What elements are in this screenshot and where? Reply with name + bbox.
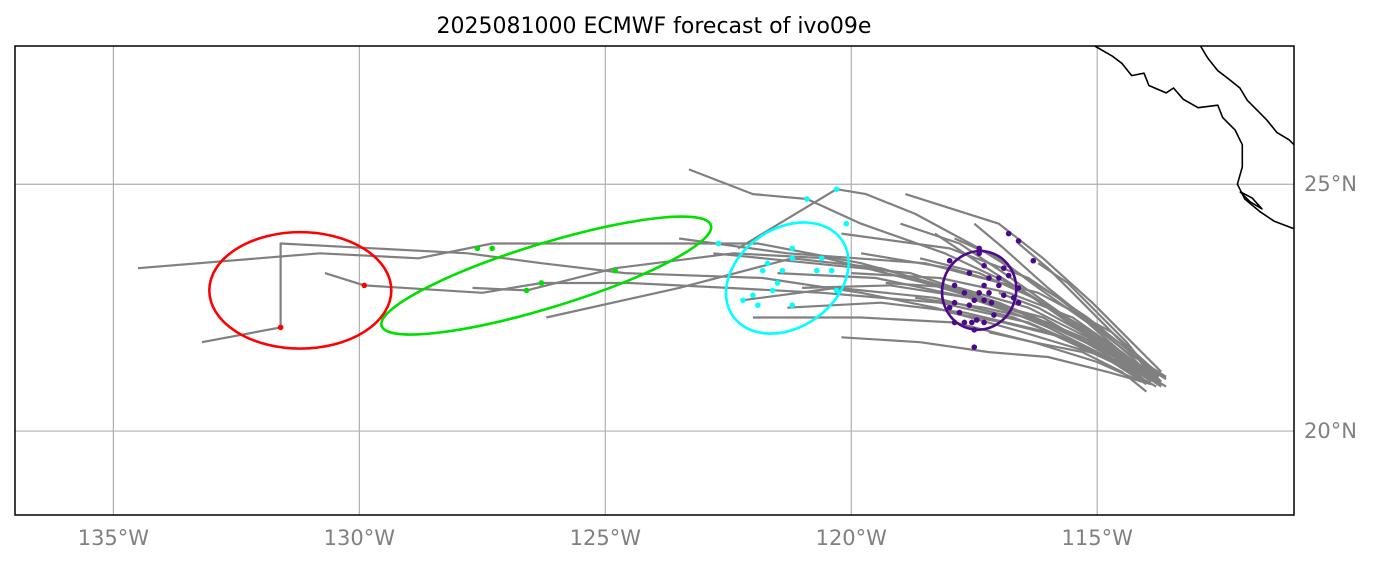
forecast-position-point: [973, 317, 980, 323]
forecast-position-point: [1015, 299, 1022, 306]
ensemble-track: [905, 193, 1162, 373]
ensemble-track: [949, 311, 1147, 386]
forecast-position-point: [833, 287, 840, 294]
forecast-position-point: [971, 327, 978, 333]
ensemble-track: [1037, 262, 1167, 381]
forecast-position-point: [818, 255, 825, 262]
forecast-position-point: [996, 275, 1002, 281]
forecast-position-point: [789, 245, 796, 252]
ensemble-tracks: [137, 168, 1167, 393]
forecast-position-point: [750, 292, 756, 299]
spread-ellipse: [724, 221, 850, 335]
forecast-position-point: [971, 297, 978, 304]
forecast-position-point: [1000, 265, 1007, 271]
y-tick-label: 25°N: [1304, 172, 1357, 196]
x-tick-label: 135°W: [78, 526, 150, 550]
ensemble-positions: [208, 186, 1037, 350]
forecast-position-point: [523, 287, 530, 294]
forecast-position-point: [986, 275, 992, 281]
forecast-position-point: [779, 267, 786, 274]
forecast-position-point: [981, 262, 987, 269]
forecast-position-point: [971, 344, 978, 350]
forecast-position-point: [976, 245, 982, 252]
gridlines: [15, 46, 1294, 515]
ensemble-track: [802, 284, 1148, 383]
forecast-position-point: [789, 255, 796, 262]
ensemble-track: [688, 168, 1147, 373]
ensemble-track: [900, 222, 1148, 378]
forecast-position-point: [489, 245, 495, 252]
x-tick-label: 125°W: [570, 526, 642, 550]
forecast-position-point: [956, 309, 963, 316]
ensemble-track: [988, 331, 1148, 393]
forecast-position-point: [976, 250, 982, 257]
forecast-position-point: [996, 282, 1002, 289]
forecast-position-point: [946, 257, 953, 264]
forecast-position-point: [976, 290, 982, 296]
map-title: 2025081000 ECMWF forecast of ivo09e: [437, 14, 872, 39]
forecast-position-point: [986, 290, 992, 296]
spread-ellipse: [380, 215, 713, 336]
forecast-position-point: [474, 245, 481, 252]
ensemble-track: [742, 286, 1147, 383]
forecast-position-point: [612, 267, 618, 274]
forecast-position-point: [755, 302, 761, 308]
ensemble-track: [973, 222, 1153, 378]
forecast-position-point: [968, 319, 975, 326]
ensemble-track: [998, 291, 1148, 383]
x-axis-ticks: 135°W 130°W 125°W 120°W 115°W: [78, 526, 1133, 550]
coastline-segment: [1239, 190, 1263, 210]
forecast-position-point: [951, 319, 958, 326]
x-tick-label: 120°W: [816, 526, 888, 550]
forecast-position-point: [1030, 257, 1037, 264]
spread-ellipse: [208, 230, 393, 350]
forecast-position-point: [740, 297, 746, 304]
forecast-position-point: [1010, 294, 1017, 301]
forecast-position-point: [946, 304, 953, 311]
forecast-position-point: [966, 302, 973, 308]
forecast-position-point: [1005, 230, 1012, 237]
forecast-position-point: [1005, 272, 1012, 279]
forecast-position-point: [981, 319, 987, 326]
forecast-position-point: [961, 290, 968, 296]
coastline-segment: [1094, 46, 1294, 230]
forecast-position-point: [833, 186, 840, 192]
forecast-position-point: [1000, 292, 1007, 299]
forecast-position-point: [843, 220, 850, 227]
coastline: [1094, 46, 1294, 230]
x-tick-label: 115°W: [1062, 526, 1134, 550]
forecast-position-point: [991, 312, 997, 318]
ensemble-track: [954, 237, 1160, 378]
forecast-position-point: [981, 297, 987, 304]
forecast-position-point: [361, 282, 368, 289]
forecast-position-point: [759, 267, 766, 274]
forecast-position-point: [828, 267, 835, 274]
forecast-position-point: [981, 282, 987, 289]
forecast-position-point: [774, 280, 781, 286]
forecast-position-point: [988, 299, 995, 306]
forecast-position-point: [1015, 285, 1022, 291]
forecast-position-point: [538, 280, 545, 286]
forecast-position-point: [951, 282, 958, 289]
forecast-position-point: [951, 299, 958, 306]
forecast-position-point: [769, 287, 776, 294]
y-axis-ticks: 20°N 25°N: [1304, 172, 1357, 443]
plot-area: [137, 46, 1294, 393]
forecast-position-point: [789, 302, 796, 308]
forecast-position-point: [1015, 238, 1022, 244]
x-tick-label: 130°W: [324, 526, 396, 550]
forecast-position-point: [764, 260, 771, 267]
map-frame: [14, 45, 1295, 516]
ensemble-track: [841, 336, 1152, 386]
forecast-position-point: [715, 240, 722, 247]
ensemble-track: [201, 242, 1167, 378]
forecast-position-point: [277, 324, 284, 331]
forecast-position-point: [814, 267, 820, 274]
coastline-segment: [1199, 46, 1294, 146]
y-tick-label: 20°N: [1304, 419, 1357, 443]
forecast-position-point: [966, 270, 973, 276]
forecast-position-point: [961, 319, 968, 326]
forecast-position-point: [804, 196, 810, 202]
